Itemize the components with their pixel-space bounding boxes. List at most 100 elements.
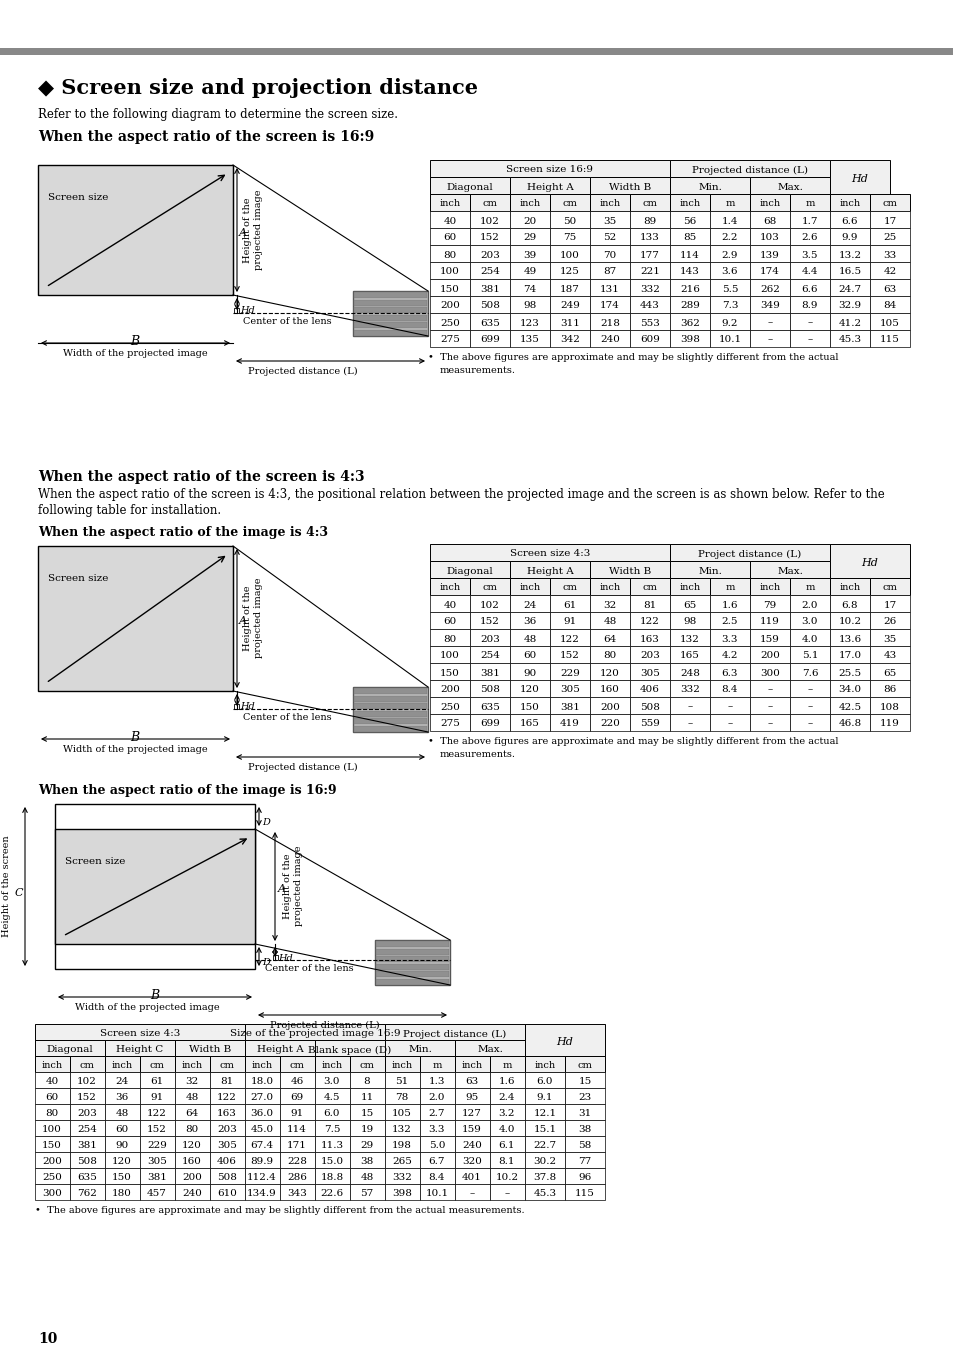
Bar — [629, 612, 669, 630]
Text: 139: 139 — [760, 250, 780, 259]
Text: 187: 187 — [559, 285, 579, 293]
Bar — [470, 195, 510, 211]
Text: 381: 381 — [559, 703, 579, 712]
Text: 56: 56 — [682, 216, 696, 226]
Bar — [470, 280, 510, 296]
Bar — [70, 1104, 105, 1120]
Text: 762: 762 — [77, 1189, 97, 1198]
Bar — [470, 245, 510, 262]
Text: When the aspect ratio of the screen is 4:3, the positional relation between the : When the aspect ratio of the screen is 4… — [38, 488, 883, 501]
Text: 27.0: 27.0 — [251, 1093, 274, 1102]
Bar — [280, 1088, 314, 1104]
Bar — [70, 1056, 105, 1071]
Text: 221: 221 — [639, 267, 659, 277]
Text: 18.0: 18.0 — [251, 1078, 274, 1086]
Bar — [564, 1136, 604, 1152]
Bar — [490, 1120, 524, 1136]
Bar — [829, 612, 869, 630]
Bar — [70, 1183, 105, 1200]
Bar — [35, 1120, 70, 1136]
Bar — [470, 313, 510, 330]
Text: 3.0: 3.0 — [801, 617, 818, 627]
Text: Size of the projected image 16:9: Size of the projected image 16:9 — [230, 1029, 400, 1039]
Bar — [524, 1024, 604, 1056]
Text: 81: 81 — [220, 1078, 233, 1086]
Text: 48: 48 — [602, 617, 616, 627]
Text: 81: 81 — [642, 600, 656, 609]
Bar — [869, 330, 909, 347]
Bar — [375, 942, 449, 947]
Bar — [669, 245, 709, 262]
Text: A: A — [239, 616, 247, 626]
Text: 48: 48 — [115, 1109, 129, 1119]
Bar — [470, 663, 510, 680]
Bar — [669, 280, 709, 296]
Text: Hd: Hd — [240, 305, 254, 315]
Bar — [38, 546, 233, 690]
Text: 3.2: 3.2 — [498, 1109, 515, 1119]
Text: 119: 119 — [760, 617, 780, 627]
Bar — [829, 280, 869, 296]
Text: inch: inch — [518, 200, 540, 208]
Bar — [490, 1152, 524, 1169]
Bar — [353, 290, 428, 336]
Text: 10.1: 10.1 — [425, 1189, 448, 1198]
Bar — [430, 177, 510, 195]
Bar — [140, 1136, 174, 1152]
Bar — [314, 1071, 350, 1088]
Text: 349: 349 — [760, 301, 780, 311]
Text: Screen size: Screen size — [48, 574, 109, 584]
Text: inch: inch — [461, 1062, 482, 1070]
Text: 2.0: 2.0 — [801, 600, 818, 609]
Text: 40: 40 — [46, 1078, 58, 1086]
Text: 77: 77 — [578, 1158, 591, 1166]
Text: 36.0: 36.0 — [251, 1109, 274, 1119]
Bar — [564, 1071, 604, 1088]
Text: 8.4: 8.4 — [721, 685, 738, 694]
Text: 51: 51 — [395, 1078, 408, 1086]
Text: –: – — [806, 335, 812, 345]
Bar — [550, 280, 589, 296]
Text: 7.6: 7.6 — [801, 669, 818, 677]
Text: 10: 10 — [38, 1332, 57, 1346]
Text: 60: 60 — [443, 617, 456, 627]
Bar — [629, 680, 669, 697]
Text: 125: 125 — [559, 267, 579, 277]
Text: 165: 165 — [679, 651, 700, 661]
Text: 91: 91 — [290, 1109, 303, 1119]
Bar — [550, 262, 589, 280]
Bar — [789, 713, 829, 731]
Text: Project distance (L): Project distance (L) — [698, 550, 801, 558]
Text: 508: 508 — [479, 301, 499, 311]
Text: 122: 122 — [639, 617, 659, 627]
Bar — [174, 1169, 210, 1183]
Text: 2.9: 2.9 — [721, 250, 738, 259]
Bar — [709, 313, 749, 330]
Bar — [470, 330, 510, 347]
Text: –: – — [806, 703, 812, 712]
Bar — [789, 195, 829, 211]
Text: 508: 508 — [639, 703, 659, 712]
Bar — [709, 612, 749, 630]
Text: 78: 78 — [395, 1093, 408, 1102]
Bar — [174, 1088, 210, 1104]
Bar — [510, 680, 550, 697]
Text: A: A — [277, 884, 286, 894]
Bar — [55, 830, 254, 944]
Text: 91: 91 — [563, 617, 576, 627]
Text: –: – — [766, 335, 772, 345]
Bar — [455, 1183, 490, 1200]
Bar — [510, 296, 550, 313]
Bar — [749, 561, 829, 578]
Bar — [524, 1056, 564, 1071]
Text: 35: 35 — [602, 216, 616, 226]
Text: m: m — [502, 1062, 511, 1070]
Text: 240: 240 — [461, 1142, 481, 1151]
Text: 122: 122 — [217, 1093, 236, 1102]
Bar — [749, 594, 789, 612]
Bar — [829, 159, 889, 195]
Bar — [749, 713, 789, 731]
Bar — [829, 663, 869, 680]
Text: inch: inch — [839, 584, 860, 593]
Bar — [375, 978, 449, 985]
